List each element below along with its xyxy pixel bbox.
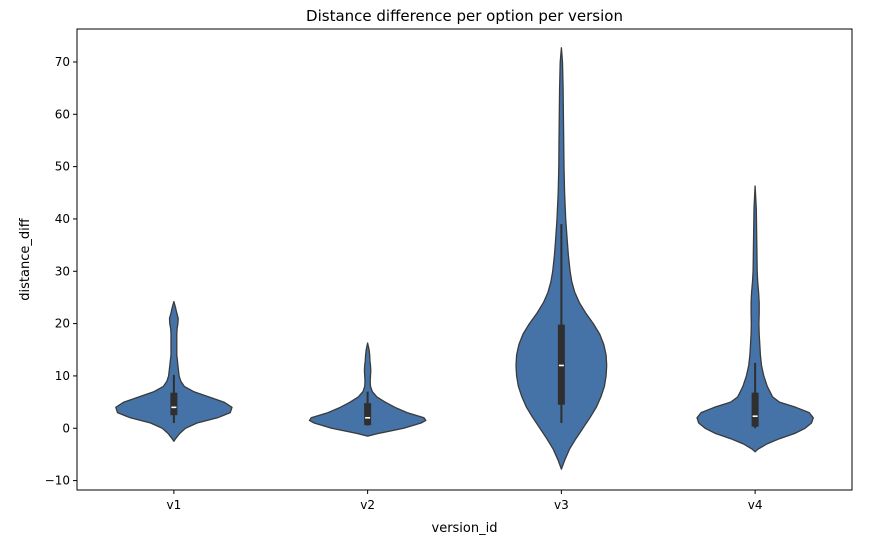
y-tick-label: 0 xyxy=(62,421,70,435)
plot-frame xyxy=(76,28,853,491)
x-tick-label: v2 xyxy=(360,498,375,512)
y-tick-label: 40 xyxy=(55,212,70,226)
x-tick-label: v3 xyxy=(554,498,569,512)
violin-v4 xyxy=(696,185,814,453)
x-axis: v1 v2 v3 v4 xyxy=(167,490,763,512)
y-axis-label: distance_diff xyxy=(18,217,33,300)
y-tick-label: 10 xyxy=(55,369,70,383)
y-tick-label: 60 xyxy=(55,107,70,121)
violins-group xyxy=(115,47,814,470)
y-tick-label: 30 xyxy=(55,264,70,278)
chart-title: Distance difference per option per versi… xyxy=(306,7,623,25)
y-axis: −10 0 10 20 30 40 50 60 70 xyxy=(45,55,77,488)
y-tick-label: 70 xyxy=(55,55,70,69)
violin-v2 xyxy=(308,342,427,437)
y-tick-label: 50 xyxy=(55,160,70,174)
violin-v1 xyxy=(115,300,233,442)
y-tick-label: 20 xyxy=(55,317,70,331)
x-tick-label: v1 xyxy=(167,498,182,512)
y-tick-label: −10 xyxy=(45,474,70,488)
iqr-box-v1 xyxy=(170,392,178,416)
iqr-box-v4 xyxy=(751,392,759,427)
x-axis-label: version_id xyxy=(432,521,498,536)
x-tick-label: v4 xyxy=(748,498,763,512)
iqr-box-v2 xyxy=(364,403,372,426)
